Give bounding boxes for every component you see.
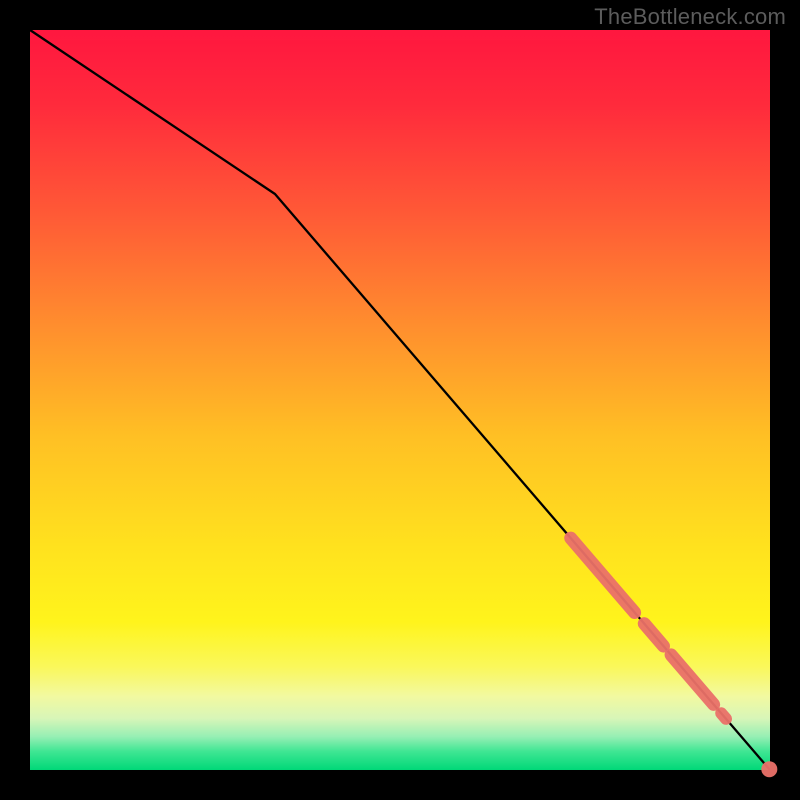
plot-background: [30, 30, 770, 770]
heatmap-chart: [0, 0, 800, 800]
watermark-text: TheBottleneck.com: [594, 4, 786, 30]
marker-segment: [721, 713, 726, 719]
stage: TheBottleneck.com: [0, 0, 800, 800]
end-marker-dot: [761, 761, 777, 777]
